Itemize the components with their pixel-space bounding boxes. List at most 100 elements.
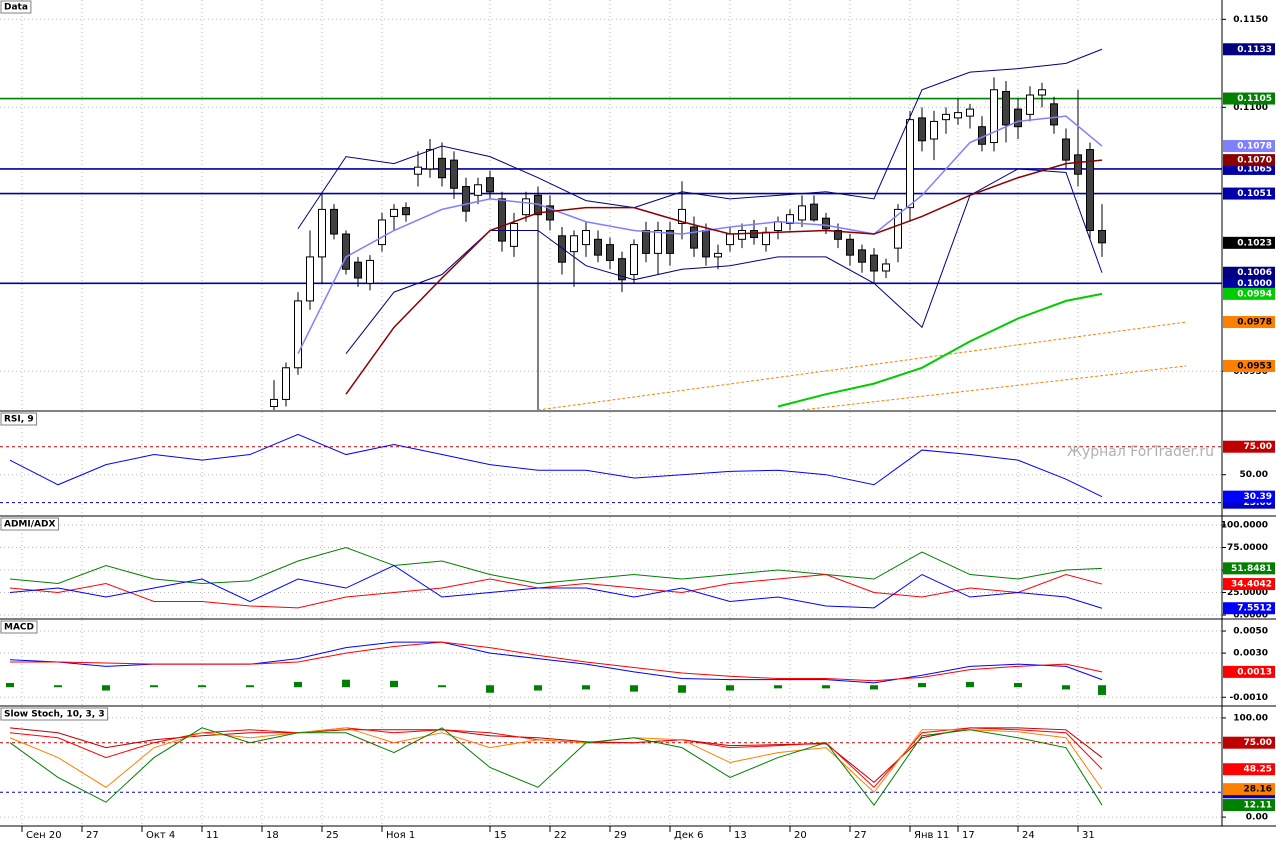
series-line xyxy=(345,159,1103,395)
panel-title: Slow Stoch, 10, 3, 3 xyxy=(4,710,105,720)
series-line xyxy=(777,292,1103,408)
histogram-bar xyxy=(438,685,446,688)
histogram-bar xyxy=(294,681,302,688)
value-tag: 0.1078 xyxy=(1237,142,1272,152)
candle-body xyxy=(630,244,638,276)
value-tag: 0.1070 xyxy=(1237,156,1272,166)
value-tag-bg xyxy=(1223,736,1275,749)
candle-body xyxy=(1050,103,1058,126)
candle-body xyxy=(318,208,326,258)
candle-body xyxy=(510,222,518,247)
value-tag: 30.39 xyxy=(1244,492,1272,502)
candle-body xyxy=(894,208,902,249)
candle-body xyxy=(342,233,350,270)
candle-body xyxy=(582,230,590,246)
candle-body xyxy=(438,157,446,179)
value-tag: 51.8481 xyxy=(1231,564,1272,574)
candle-body xyxy=(558,235,566,263)
candle-body xyxy=(882,263,890,272)
value-tag-bg xyxy=(1223,316,1275,329)
x-tick-label: 11 xyxy=(206,830,219,841)
candle-body xyxy=(642,230,650,254)
candle-body xyxy=(282,367,290,400)
candle-body xyxy=(750,230,758,239)
value-tag-bg xyxy=(1223,799,1275,812)
value-tag: 34.4042 xyxy=(1231,580,1272,590)
value-tag: 48.25 xyxy=(1244,765,1272,775)
x-tick-label: 24 xyxy=(1022,830,1035,841)
trend-line xyxy=(537,321,1187,410)
candle-body xyxy=(714,252,722,258)
histogram-bar xyxy=(582,685,590,690)
panel-title: MACD xyxy=(4,623,34,633)
candle-body xyxy=(402,207,410,216)
y-tick-label: 0.00 xyxy=(1246,813,1268,823)
candle-body xyxy=(498,198,506,242)
candle-body xyxy=(690,226,698,249)
candle-body xyxy=(966,108,974,117)
candle-body xyxy=(654,230,662,254)
candle-body xyxy=(666,230,674,254)
series-line xyxy=(9,727,1103,784)
candle-body xyxy=(990,89,998,144)
y-tick-label: 75.0000 xyxy=(1227,543,1268,553)
histogram-bar xyxy=(918,683,926,688)
x-tick-label: 13 xyxy=(734,830,747,841)
y-tick-label: 100.0000 xyxy=(1221,521,1268,531)
y-tick-label: 25.0000 xyxy=(1227,588,1268,598)
y-tick-label: 0.0050 xyxy=(1233,627,1268,637)
candle-body xyxy=(594,238,602,256)
candle-body xyxy=(522,198,530,216)
candle-body xyxy=(1074,154,1082,175)
candle-body xyxy=(354,261,362,279)
histogram-bar xyxy=(1098,685,1106,695)
value-tag: 0.1051 xyxy=(1237,189,1272,199)
panel xyxy=(0,620,1222,705)
panel xyxy=(0,707,1222,826)
value-tag-bg xyxy=(1223,187,1275,200)
y-tick-label: 0.1100 xyxy=(1233,103,1268,113)
series-line xyxy=(9,727,1103,807)
candle-body xyxy=(918,117,926,142)
x-tick-label: 29 xyxy=(614,830,627,841)
candle-body xyxy=(1086,149,1094,232)
candle-body xyxy=(930,120,938,140)
histogram-bar xyxy=(1062,685,1070,690)
candle-body xyxy=(858,249,866,263)
histogram-bar xyxy=(246,685,254,688)
candle-body xyxy=(870,254,878,272)
value-tag: 0.0013 xyxy=(1237,667,1272,677)
value-tag: 0.0978 xyxy=(1237,318,1272,328)
value-tag-bg xyxy=(1223,43,1275,56)
histogram-bar xyxy=(726,685,734,691)
candle-body xyxy=(462,186,470,212)
value-tag-bg xyxy=(1223,236,1275,249)
x-tick-label: 20 xyxy=(794,830,807,841)
series-line xyxy=(297,115,1103,355)
histogram-bar xyxy=(774,685,782,689)
candle-body xyxy=(450,159,458,189)
candle-body xyxy=(390,208,398,217)
candle-body xyxy=(414,166,422,175)
candle-body xyxy=(702,230,710,258)
y-tick-label: 0.0000 xyxy=(1233,611,1268,621)
candle-body xyxy=(822,217,830,230)
candle-body xyxy=(486,177,494,193)
value-tag: 0.0994 xyxy=(1237,289,1272,299)
candle-body xyxy=(786,214,794,224)
candle-body xyxy=(474,184,482,196)
candle-body xyxy=(1002,91,1010,126)
series-line xyxy=(9,564,1103,609)
series-line xyxy=(345,168,1103,354)
y-tick-label: -0.0010 xyxy=(1230,693,1268,703)
histogram-bar xyxy=(6,683,14,688)
panel-title-bg xyxy=(0,412,38,426)
y-tick-label: 100.00 xyxy=(1233,713,1268,723)
panel xyxy=(0,412,1222,515)
candle-body xyxy=(810,203,818,221)
candle-body xyxy=(378,219,386,246)
histogram-bar xyxy=(102,685,110,691)
candle-body xyxy=(1026,94,1034,115)
value-tag-bg xyxy=(1223,360,1275,373)
candle-body xyxy=(726,233,734,246)
